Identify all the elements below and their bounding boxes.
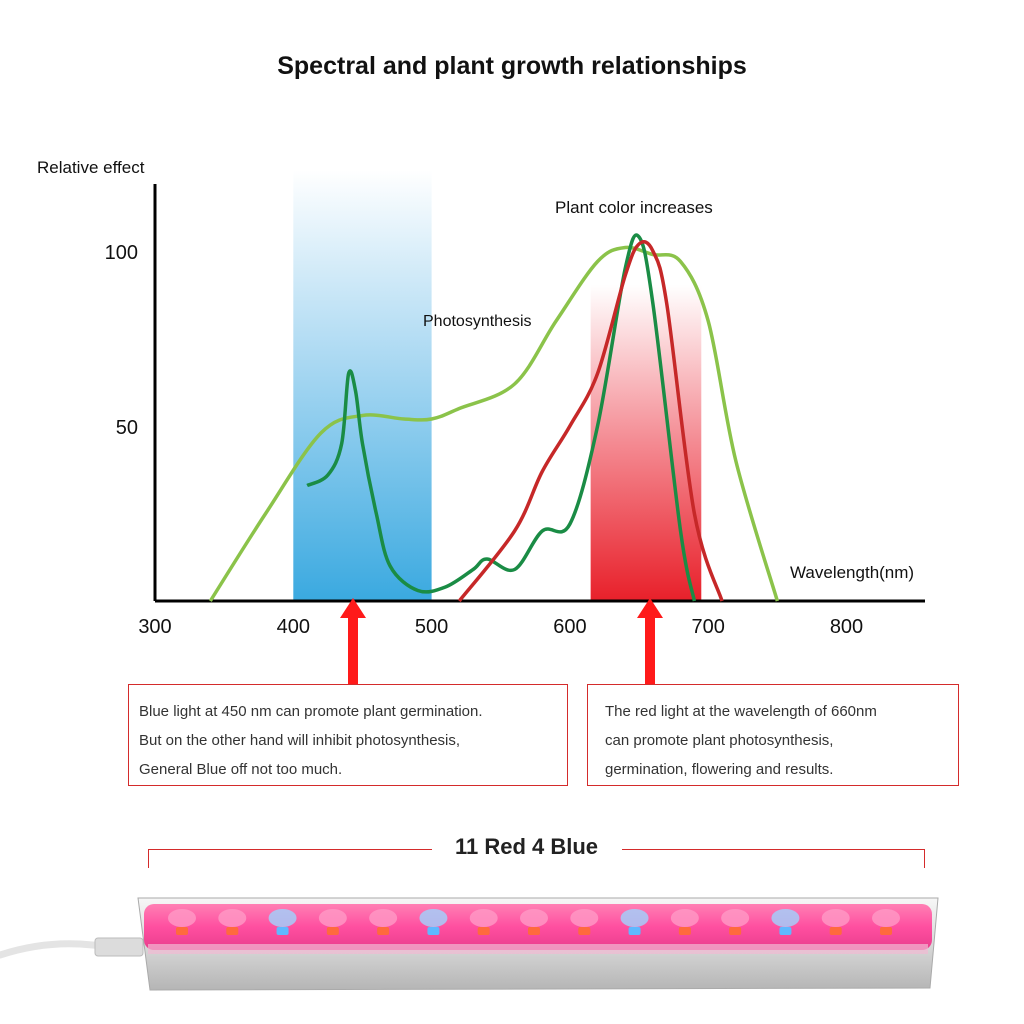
led-glow [168, 909, 196, 927]
photosynthesis-annotation: Photosynthesis [423, 313, 532, 330]
x-tick-label: 800 [830, 616, 863, 638]
led-chip-red [377, 927, 390, 935]
led-chip-red [578, 927, 591, 935]
x-tick-label: 300 [138, 616, 171, 638]
x-axis-label: Wavelength(nm) [790, 563, 914, 582]
grow-light-bar-image [0, 897, 939, 991]
spectrum-chart: 300 400 500 600 700 800 50 100 Relative effect Wa… [37, 158, 925, 638]
led-glow [821, 909, 850, 927]
led-glow [268, 909, 297, 927]
bracket-left [148, 849, 432, 868]
led-chip-blue [628, 927, 641, 935]
led-chip-blue [427, 927, 440, 935]
led-glow [620, 909, 649, 927]
led-chip-blue [276, 927, 289, 935]
blue-light-band [293, 170, 432, 601]
led-count-label: 11 Red 4 Blue [454, 834, 599, 859]
callout-line: Blue light at 450 nm can promote plant g… [139, 703, 483, 720]
callout-line: The red light at the wavelength of 660nm [605, 703, 877, 720]
led-glow [771, 909, 800, 927]
led-chip-red [326, 927, 339, 935]
led-chip-red [528, 927, 540, 935]
led-glow [419, 909, 448, 927]
blue-pointer-arrow [340, 598, 366, 684]
red-pointer-arrow [637, 598, 663, 684]
led-glow [721, 909, 750, 927]
led-glow [469, 909, 498, 927]
led-chip-red [829, 927, 842, 935]
red-light-callout: The red light at the wavelength of 660nm… [587, 684, 959, 786]
y-axis-label: Relative effect [37, 158, 145, 177]
plant-color-annotation: Plant color increases [555, 198, 713, 217]
y-tick-label: 100 [105, 242, 138, 264]
callout-line: germination, flowering and results. [605, 761, 834, 778]
led-chip-red [226, 927, 239, 935]
led-chip-red [729, 927, 742, 935]
led-chip-red [176, 927, 188, 935]
bracket-right [622, 849, 925, 868]
x-tick-label: 400 [277, 616, 310, 638]
power-cable [0, 940, 109, 959]
blue-light-callout: Blue light at 450 nm can promote plant g… [128, 684, 568, 786]
led-glow [369, 909, 398, 927]
spectrum-curve-1 [208, 245, 780, 602]
page-title: Spectral and plant growth relationships [277, 52, 747, 80]
callout-line: But on the other hand will inhibit photo… [139, 732, 461, 749]
led-glow [318, 909, 347, 927]
led-chip-red [880, 927, 892, 935]
callout-line: can promote plant photosynthesis, [605, 732, 834, 749]
led-glow [218, 909, 247, 927]
led-glow [670, 909, 699, 927]
led-glow [872, 909, 900, 927]
led-glow [520, 909, 548, 927]
led-glow [570, 909, 599, 927]
led-chip-blue [779, 927, 792, 935]
led-chip-red [477, 927, 490, 935]
led-chip-red [678, 927, 691, 935]
x-tick-label: 700 [692, 616, 725, 638]
spectrum-curve-3 [457, 240, 724, 603]
callout-line: General Blue off not too much. [139, 761, 343, 778]
x-tick-label: 500 [415, 616, 448, 638]
x-tick-label: 600 [553, 616, 586, 638]
cable-plug [94, 937, 144, 957]
y-tick-label: 50 [116, 417, 138, 439]
